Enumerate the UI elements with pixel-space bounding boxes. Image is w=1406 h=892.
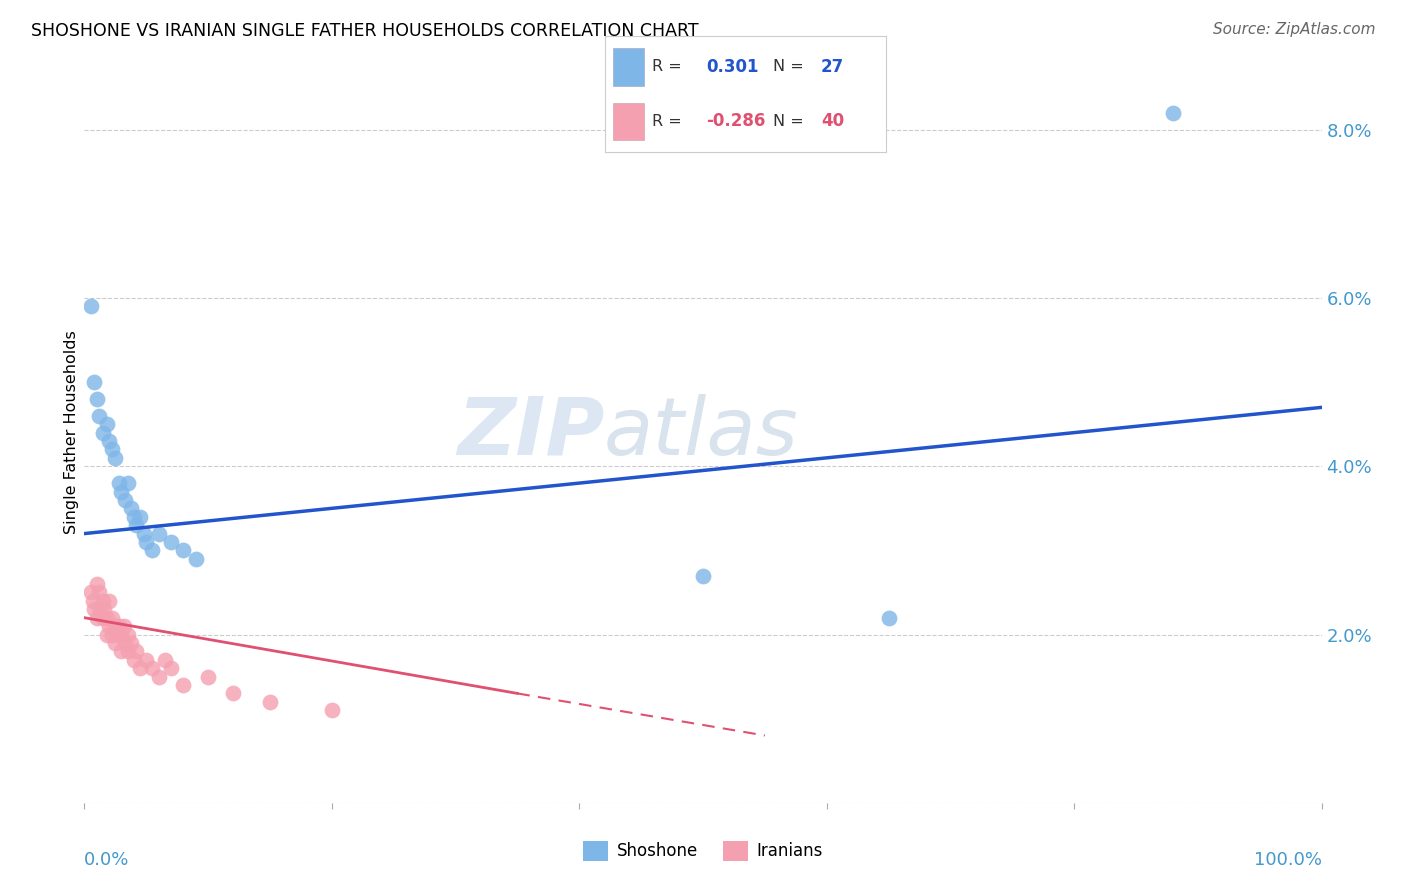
Point (83, 375, 105, 389)
Point (160, 535, 183, 549)
Point (117, 644, 139, 658)
Text: 0.301: 0.301 (706, 58, 758, 76)
Point (86, 610, 108, 624)
Legend: Shoshone, Iranians: Shoshone, Iranians (583, 841, 823, 861)
Text: SHOSHONE VS IRANIAN SINGLE FATHER HOUSEHOLDS CORRELATION CHART: SHOSHONE VS IRANIAN SINGLE FATHER HOUSEH… (31, 22, 699, 40)
Text: ZIP: ZIP (457, 393, 605, 472)
Point (79, 585, 101, 599)
Point (100, 442, 122, 457)
Point (184, 551, 207, 566)
Point (148, 526, 170, 541)
Text: R =: R = (652, 114, 682, 129)
Point (114, 636, 136, 650)
Point (86, 577, 108, 591)
Point (120, 636, 142, 650)
Point (877, 610, 900, 624)
Point (110, 627, 132, 641)
Point (160, 661, 183, 675)
Point (96, 610, 118, 624)
Point (83, 602, 105, 616)
Point (148, 670, 170, 684)
Point (172, 678, 194, 692)
Point (321, 703, 343, 717)
Point (104, 619, 127, 633)
Point (91, 610, 114, 624)
Text: 100.0%: 100.0% (1254, 851, 1322, 869)
Text: N =: N = (773, 60, 804, 75)
Point (86, 392, 108, 406)
Point (104, 636, 127, 650)
Point (135, 535, 157, 549)
Point (79, 300, 101, 314)
Point (89, 585, 111, 599)
Text: -0.286: -0.286 (706, 112, 765, 130)
FancyBboxPatch shape (613, 103, 644, 140)
Point (222, 686, 245, 700)
Point (98, 434, 121, 448)
Point (122, 509, 145, 524)
Point (129, 509, 152, 524)
Point (108, 619, 131, 633)
Point (129, 661, 152, 675)
Point (107, 627, 129, 641)
Point (91, 425, 114, 440)
Point (82, 594, 104, 608)
Point (89, 409, 111, 423)
Point (112, 619, 135, 633)
Point (172, 543, 194, 558)
Point (120, 501, 142, 516)
Point (141, 661, 163, 675)
Text: R =: R = (652, 60, 682, 75)
Point (93, 602, 115, 616)
Point (108, 476, 131, 491)
Text: Source: ZipAtlas.com: Source: ZipAtlas.com (1212, 22, 1375, 37)
Point (117, 627, 139, 641)
Point (141, 543, 163, 558)
Point (110, 644, 132, 658)
Point (692, 568, 714, 582)
Point (125, 518, 148, 533)
Point (135, 653, 157, 667)
Point (100, 627, 122, 641)
Point (96, 417, 118, 432)
Point (1161, 106, 1184, 120)
FancyBboxPatch shape (613, 48, 644, 86)
Point (259, 695, 281, 709)
Point (98, 594, 121, 608)
Text: 0.0%: 0.0% (84, 851, 129, 869)
Point (100, 610, 122, 624)
Point (96, 627, 118, 641)
Text: atlas: atlas (605, 393, 799, 472)
Text: 40: 40 (821, 112, 844, 130)
Point (104, 450, 127, 465)
Text: N =: N = (773, 114, 804, 129)
Point (153, 653, 176, 667)
Point (122, 653, 145, 667)
Point (98, 619, 121, 633)
Point (117, 476, 139, 491)
Point (197, 670, 219, 684)
Point (89, 602, 111, 616)
Point (91, 594, 114, 608)
Y-axis label: Single Father Households: Single Father Households (63, 331, 79, 534)
Point (110, 484, 132, 499)
Text: 27: 27 (821, 58, 845, 76)
Point (125, 644, 148, 658)
Point (114, 492, 136, 507)
Point (132, 526, 155, 541)
